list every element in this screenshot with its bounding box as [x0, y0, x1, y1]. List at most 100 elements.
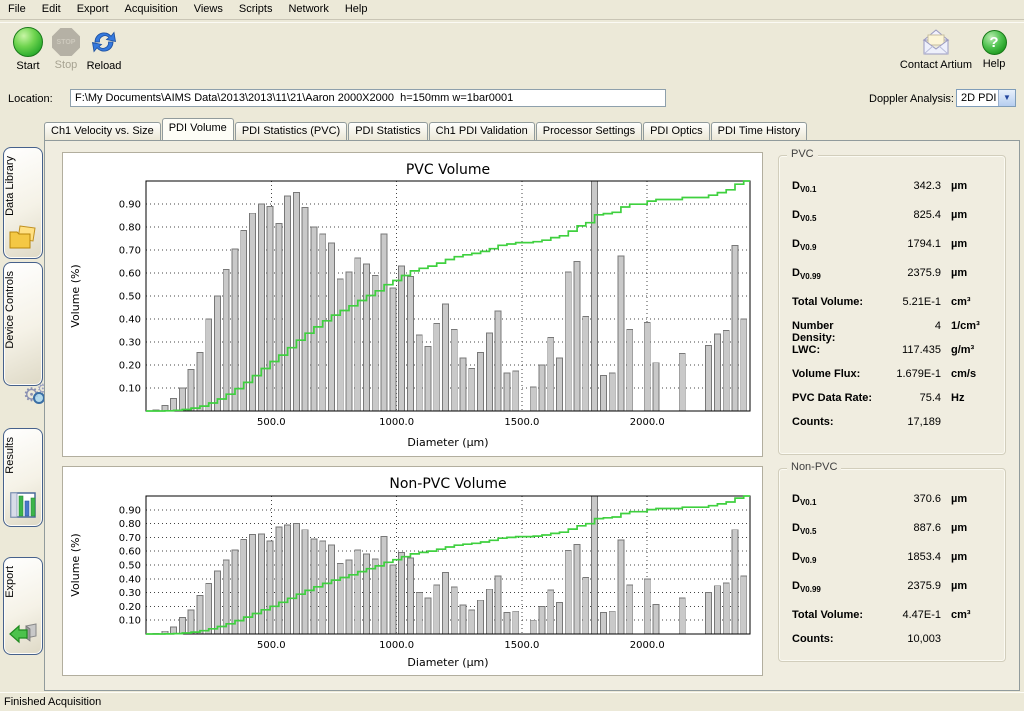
pvc-volume-chart: 0.100.200.300.400.500.600.700.800.90500.… — [62, 152, 763, 457]
menu-scripts[interactable]: Scripts — [231, 0, 281, 17]
stat-row: DV0.5825.4µm — [792, 209, 997, 238]
help-button[interactable]: ? Help — [976, 28, 1012, 70]
svg-text:Non-PVC Volume: Non-PVC Volume — [389, 476, 506, 492]
svg-text:0.20: 0.20 — [119, 361, 141, 372]
tab-pdi-optics[interactable]: PDI Optics — [643, 122, 710, 140]
menu-separator — [0, 19, 1024, 23]
stat-row: Total Volume:5.21E-1cm³ — [792, 296, 997, 320]
stat-row: DV0.91794.1µm — [792, 238, 997, 267]
doppler-analysis-label: Doppler Analysis: — [869, 93, 954, 105]
stat-row: DV0.5887.6µm — [792, 522, 997, 551]
application-window: FileEditExportAcquisitionViewsScriptsNet… — [0, 0, 1024, 711]
contact-artium-label: Contact Artium — [897, 59, 975, 71]
svg-text:0.70: 0.70 — [119, 533, 141, 544]
reload-label: Reload — [84, 60, 124, 72]
svg-text:2000.0: 2000.0 — [630, 417, 665, 428]
stats-panel-nonpvc: Non-PVC DV0.1370.6µmDV0.5887.6µmDV0.9185… — [778, 468, 1006, 662]
sidebar-label-results: Results — [4, 437, 42, 474]
svg-text:0.10: 0.10 — [119, 616, 141, 627]
stat-row: Volume Flux:1.679E-1cm/s — [792, 368, 997, 392]
menu-network[interactable]: Network — [280, 0, 336, 17]
svg-text:0.70: 0.70 — [119, 246, 141, 257]
status-bar: Finished Acquisition — [0, 692, 1024, 711]
svg-text:0.90: 0.90 — [119, 505, 141, 516]
main-frame: Ch1 Velocity vs. SizePDI VolumePDI Stati… — [44, 118, 1020, 691]
tab-pdi-statistics[interactable]: PDI Statistics — [348, 122, 427, 140]
menu-views[interactable]: Views — [186, 0, 231, 17]
stat-row: DV0.1342.3µm — [792, 180, 997, 209]
tab-ch1-velocity-vs-size[interactable]: Ch1 Velocity vs. Size — [44, 122, 161, 140]
menu-help[interactable]: Help — [337, 0, 376, 17]
start-button[interactable]: Start — [8, 27, 48, 72]
svg-text:Volume (%): Volume (%) — [69, 533, 82, 596]
svg-text:1000.0: 1000.0 — [379, 640, 414, 651]
stat-row: PVC Data Rate:75.4Hz — [792, 392, 997, 416]
tab-pdi-time-history[interactable]: PDI Time History — [711, 122, 808, 140]
svg-text:0.30: 0.30 — [119, 588, 141, 599]
menu-file[interactable]: File — [0, 0, 34, 17]
svg-text:1500.0: 1500.0 — [504, 640, 539, 651]
sidebar-label-export: Export — [4, 566, 42, 598]
folders-icon — [4, 224, 42, 253]
chevron-down-icon[interactable]: ▼ — [998, 90, 1015, 106]
tab-ch1-pdi-validation[interactable]: Ch1 PDI Validation — [429, 122, 535, 140]
menu-export[interactable]: Export — [69, 0, 117, 17]
help-label: Help — [976, 58, 1012, 70]
menu-bar: FileEditExportAcquisitionViewsScriptsNet… — [0, 0, 1024, 19]
stat-row: DV0.992375.9µm — [792, 267, 997, 296]
status-text: Finished Acquisition — [4, 696, 101, 708]
svg-text:0.20: 0.20 — [119, 602, 141, 613]
start-label: Start — [8, 60, 48, 72]
doppler-analysis-select[interactable]: 2D PDI ▼ — [956, 89, 1016, 107]
menu-edit[interactable]: Edit — [34, 0, 69, 17]
svg-text:PVC Volume: PVC Volume — [406, 162, 490, 178]
envelope-icon — [919, 28, 953, 56]
stat-row: Number Density:41/cm³ — [792, 320, 997, 344]
sidebar-item-export[interactable]: Export — [3, 557, 43, 655]
svg-text:500.0: 500.0 — [257, 417, 286, 428]
svg-text:0.40: 0.40 — [119, 315, 141, 326]
menu-acquisition[interactable]: Acquisition — [117, 0, 186, 17]
location-label: Location: — [8, 93, 53, 105]
tab-processor-settings[interactable]: Processor Settings — [536, 122, 642, 140]
tab-pdi-statistics-pvc-[interactable]: PDI Statistics (PVC) — [235, 122, 347, 140]
svg-text:0.40: 0.40 — [119, 574, 141, 585]
svg-text:0.90: 0.90 — [119, 200, 141, 211]
svg-text:2000.0: 2000.0 — [630, 640, 665, 651]
svg-text:0.80: 0.80 — [119, 223, 141, 234]
svg-text:1000.0: 1000.0 — [379, 417, 414, 428]
pdi-volume-tab-panel: 0.10 0.20 0.30 0.40 0.50 0.60 0.70 0.80 0.90 500.… — [44, 140, 1020, 691]
export-arrow-icon — [4, 620, 42, 649]
location-input[interactable] — [70, 89, 666, 107]
sidebar-label-device-controls: Device Controls — [4, 271, 42, 349]
sidebar-item-results[interactable]: Results — [3, 428, 43, 527]
pvc-stat-rows: DV0.1342.3µmDV0.5825.4µmDV0.91794.1µmDV0… — [792, 180, 997, 440]
stop-button: STOP Stop — [50, 27, 82, 71]
svg-text:Diameter (µm): Diameter (µm) — [407, 436, 488, 449]
svg-text:Diameter (µm): Diameter (µm) — [407, 656, 488, 669]
nonpvc-stat-rows: DV0.1370.6µmDV0.5887.6µmDV0.91853.4µmDV0… — [792, 493, 997, 657]
stats-panel-pvc: PVC DV0.1342.3µmDV0.5825.4µmDV0.91794.1µ… — [778, 155, 1006, 455]
svg-text:0.60: 0.60 — [119, 269, 141, 280]
svg-text:Volume (%): Volume (%) — [69, 264, 82, 327]
start-icon — [13, 27, 43, 57]
svg-text:0.50: 0.50 — [119, 292, 141, 303]
stat-row: Counts:17,189 — [792, 416, 997, 440]
tab-pdi-volume[interactable]: PDI Volume — [162, 118, 234, 140]
doppler-analysis-value: 2D PDI — [961, 92, 996, 104]
stat-row: DV0.91853.4µm — [792, 551, 997, 580]
group-title-pvc: PVC — [787, 148, 818, 160]
sidebar-item-data-library[interactable]: Data Library — [3, 147, 43, 259]
svg-text:0.60: 0.60 — [119, 547, 141, 558]
reload-button[interactable]: Reload — [84, 27, 124, 72]
svg-text:0.80: 0.80 — [119, 519, 141, 530]
stat-row: DV0.1370.6µm — [792, 493, 997, 522]
stat-row: DV0.992375.9µm — [792, 580, 997, 609]
contact-artium-button[interactable]: Contact Artium — [897, 28, 975, 71]
sidebar-item-device-controls[interactable]: Device Controls ⚙⚙ — [3, 262, 43, 386]
svg-text:0.50: 0.50 — [119, 561, 141, 572]
stat-row: LWC:117.435g/m³ — [792, 344, 997, 368]
bar-chart-icon — [4, 492, 42, 521]
stop-icon: STOP — [52, 28, 80, 56]
sidebar-label-data-library: Data Library — [4, 156, 42, 216]
